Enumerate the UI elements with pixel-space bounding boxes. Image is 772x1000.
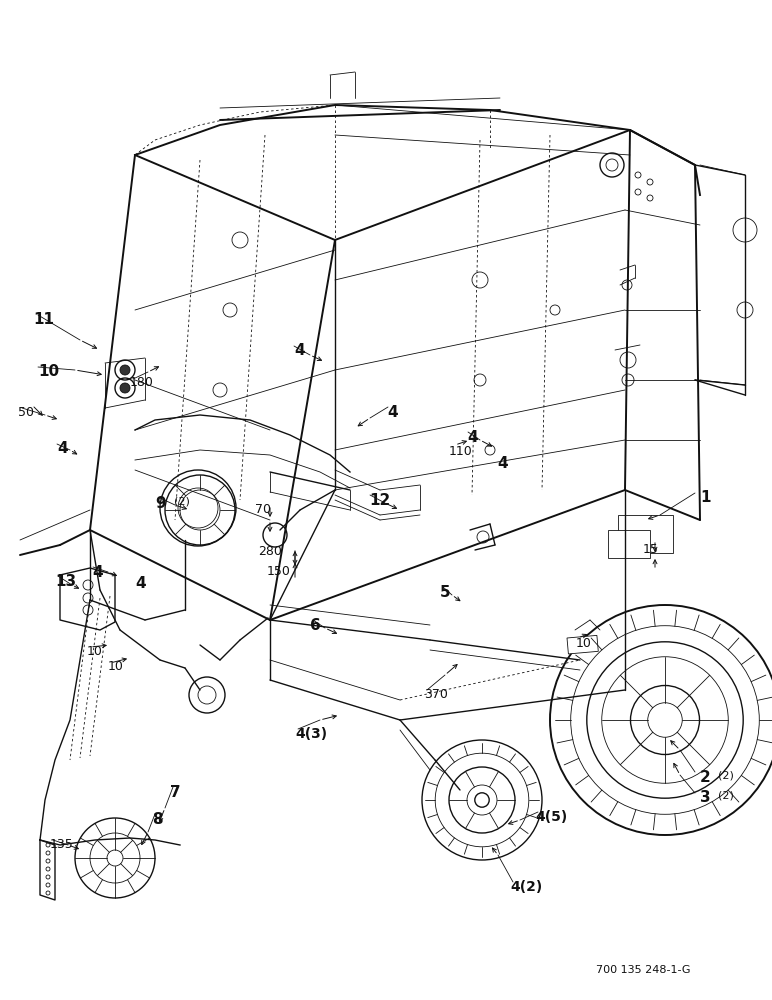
Text: 10: 10 (87, 645, 103, 658)
Text: 4: 4 (135, 576, 146, 591)
Text: 70: 70 (255, 503, 271, 516)
Text: 2: 2 (700, 770, 711, 785)
Text: 3: 3 (700, 790, 710, 805)
Text: 135: 135 (50, 838, 74, 851)
Text: 110: 110 (449, 445, 472, 458)
Text: 4: 4 (387, 405, 398, 420)
Text: 6: 6 (310, 618, 320, 633)
Circle shape (120, 383, 130, 393)
Text: 1: 1 (700, 490, 710, 505)
Text: 4: 4 (497, 456, 508, 471)
Text: (2): (2) (718, 790, 734, 800)
Circle shape (120, 365, 130, 375)
Text: 15: 15 (643, 543, 659, 556)
Text: 4(2): 4(2) (510, 880, 542, 894)
Text: 4(5): 4(5) (535, 810, 567, 824)
Text: 700 135 248-1-G: 700 135 248-1-G (596, 965, 690, 975)
Bar (567, 635, 598, 654)
Text: 180: 180 (130, 376, 154, 389)
Text: 10: 10 (576, 637, 592, 650)
Text: 10: 10 (108, 660, 124, 673)
Text: 12: 12 (369, 493, 391, 508)
Text: 4: 4 (92, 565, 103, 580)
Text: 4: 4 (57, 441, 68, 456)
Text: 370: 370 (424, 688, 448, 701)
Text: (2): (2) (718, 770, 734, 780)
Text: 4: 4 (467, 430, 478, 445)
Text: 5: 5 (440, 585, 451, 600)
Bar (618, 515, 673, 553)
Text: 150: 150 (267, 565, 291, 578)
Bar (608, 530, 650, 558)
Text: 4(3): 4(3) (295, 727, 327, 741)
Text: 8: 8 (152, 812, 163, 827)
Text: 7: 7 (170, 785, 181, 800)
Text: (2): (2) (174, 496, 190, 506)
Text: 9: 9 (155, 496, 166, 511)
Text: 4: 4 (294, 343, 305, 358)
Text: 10: 10 (38, 364, 59, 379)
Text: 50: 50 (18, 406, 34, 419)
Text: 280: 280 (258, 545, 282, 558)
Text: 13: 13 (55, 574, 76, 589)
Text: 11: 11 (33, 312, 54, 327)
